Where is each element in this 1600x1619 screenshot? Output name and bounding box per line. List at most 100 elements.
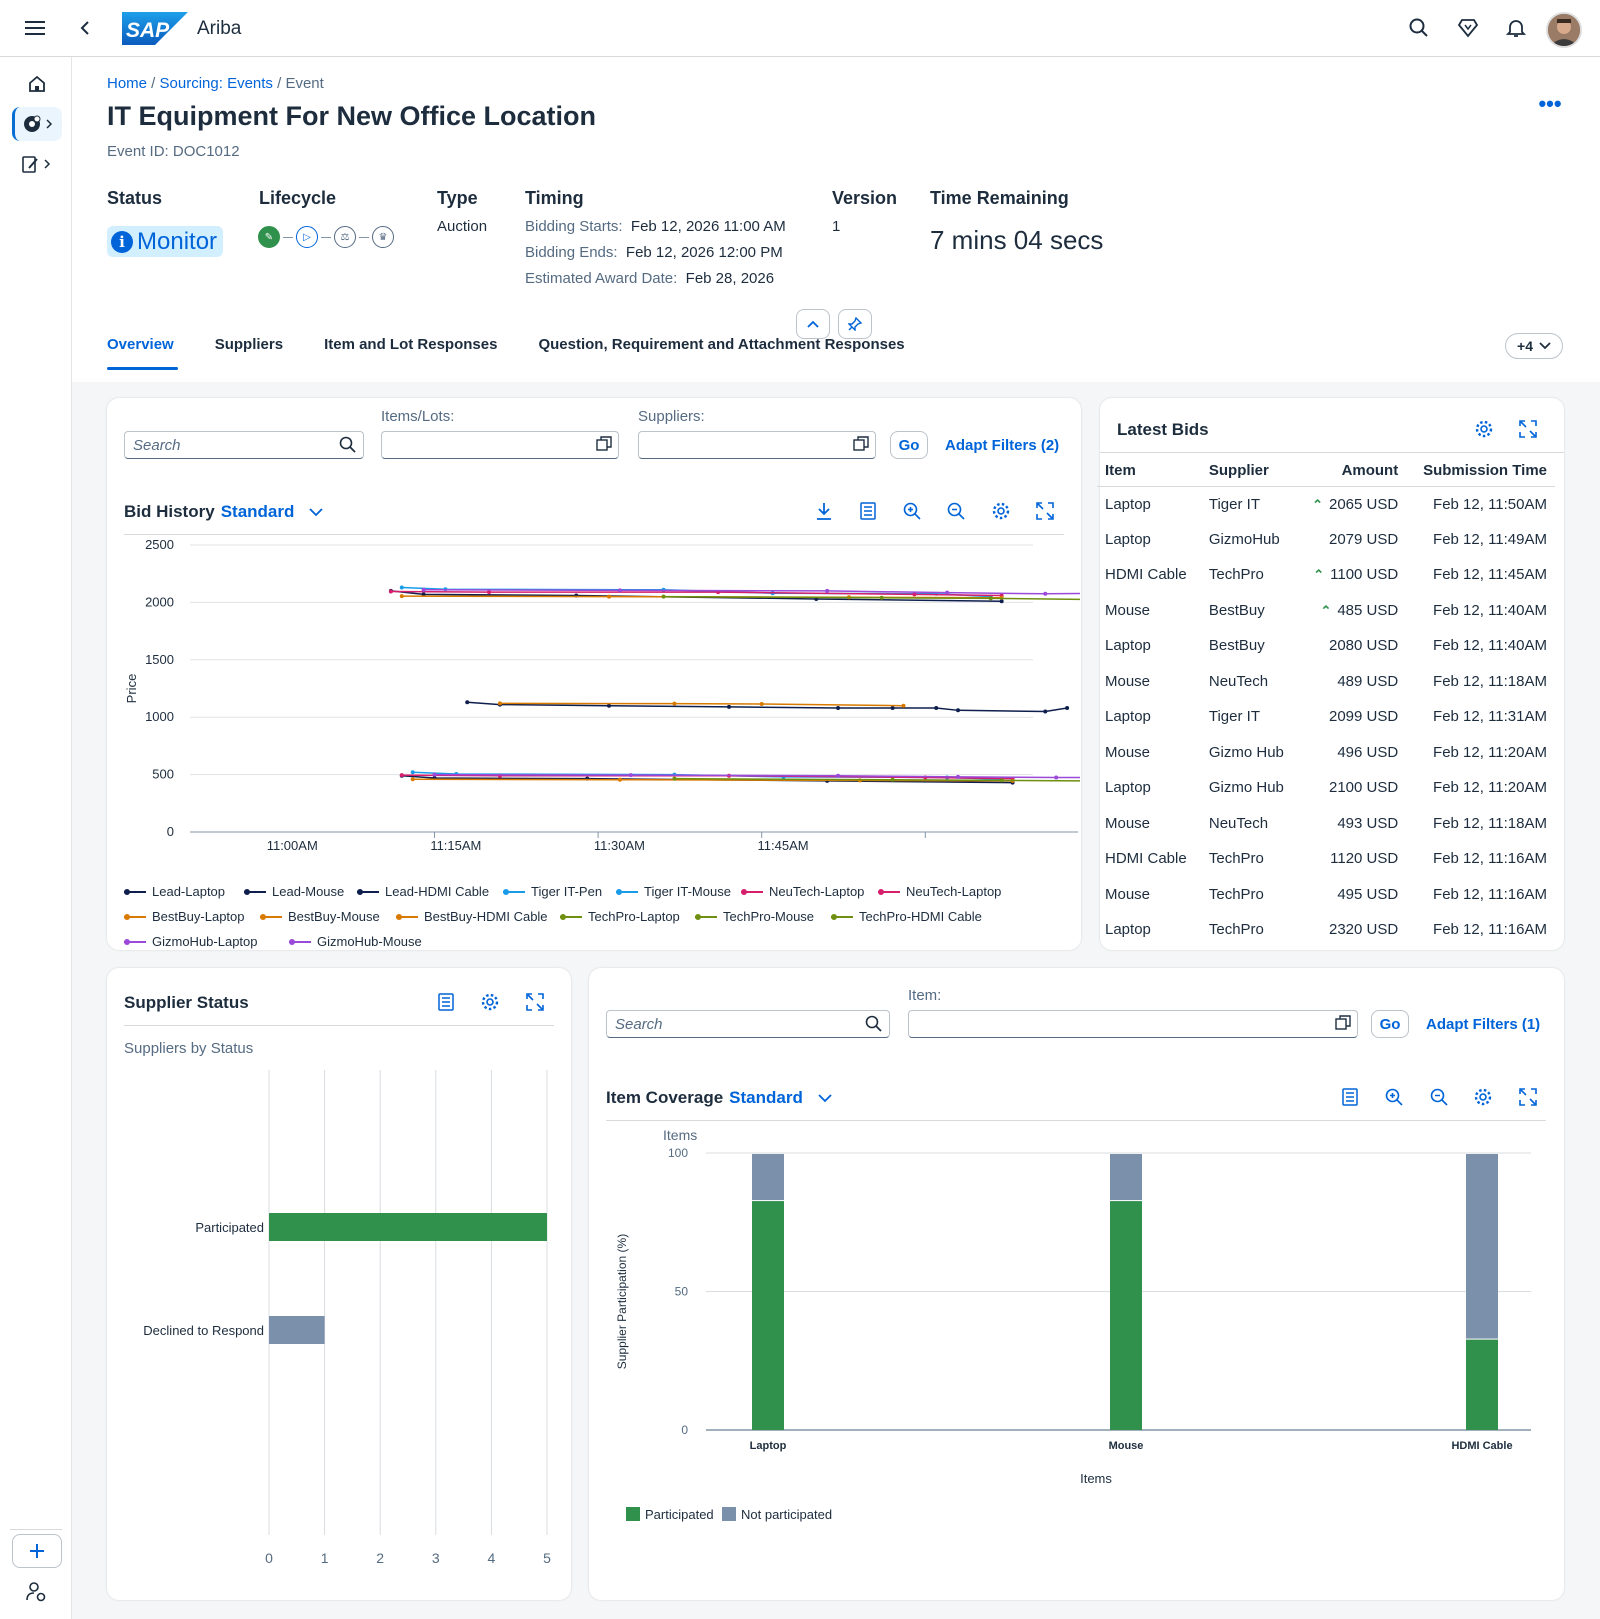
user-settings-icon[interactable] (12, 1575, 62, 1609)
table-row[interactable]: Mouse TechPro 495 USD Feb 12, 11:16AM (1097, 877, 1555, 913)
value-help-icon[interactable] (1335, 1015, 1351, 1035)
column-header-submission-time[interactable]: Submission Time (1406, 455, 1555, 487)
table-row[interactable]: Mouse Gizmo Hub 496 USD Feb 12, 11:20AM (1097, 735, 1555, 771)
breadcrumb-events[interactable]: Sourcing: Events (159, 75, 273, 92)
zoom-out-icon[interactable] (942, 497, 970, 525)
fullscreen-icon[interactable] (1514, 415, 1542, 443)
search-icon[interactable] (339, 436, 357, 458)
legend-item[interactable]: TechPro-Mouse (695, 909, 814, 924)
chevron-down-icon[interactable] (817, 1093, 832, 1103)
fullscreen-icon[interactable] (521, 988, 549, 1016)
column-header-item[interactable]: Item (1097, 455, 1201, 487)
value-help-icon[interactable] (853, 436, 869, 456)
bid-search-input[interactable]: Search (124, 431, 364, 459)
item-go-button[interactable]: Go (1371, 1010, 1409, 1038)
notification-bell-icon[interactable] (1504, 16, 1528, 40)
column-header-amount[interactable]: Amount (1297, 455, 1407, 487)
value-help-icon[interactable] (596, 436, 612, 456)
table-view-icon[interactable] (432, 988, 460, 1016)
tab-item-lot-responses[interactable]: Item and Lot Responses (324, 336, 498, 353)
play-step-icon[interactable]: ▷ (296, 226, 318, 248)
table-row[interactable]: Laptop BestBuy 2080 USD Feb 12, 11:40AM (1097, 628, 1555, 664)
data-point (956, 708, 961, 713)
table-row[interactable]: HDMI Cable TechPro ⌃ 1100 USD Feb 12, 11:45A… (1097, 557, 1555, 593)
menu-icon[interactable] (23, 16, 47, 40)
legend-item[interactable]: Lead-HDMI Cable (357, 884, 489, 899)
zoom-in-icon[interactable] (898, 497, 926, 525)
tab-suppliers[interactable]: Suppliers (214, 336, 284, 353)
table-row[interactable]: Laptop GizmoHub 2079 USD Feb 12, 11:49AM (1097, 522, 1555, 558)
contracts-nav-item[interactable] (12, 147, 62, 181)
search-icon[interactable] (1407, 16, 1431, 40)
joule-icon[interactable] (1456, 16, 1480, 40)
item-filter-input[interactable] (908, 1010, 1358, 1038)
table-row[interactable]: Laptop Tiger IT 2099 USD Feb 12, 11:31AM (1097, 699, 1555, 735)
legend-item[interactable]: BestBuy-HDMI Cable (396, 909, 548, 924)
bar (269, 1316, 325, 1344)
zoom-out-icon[interactable] (1425, 1083, 1453, 1111)
table-view-icon[interactable] (854, 497, 882, 525)
legend-item[interactable]: NeuTech-Laptop (741, 884, 864, 899)
collapse-header-icon[interactable] (796, 309, 830, 339)
chevron-down-icon[interactable] (309, 507, 323, 517)
download-icon[interactable] (810, 497, 838, 525)
evaluate-step-icon[interactable]: ⚖ (334, 226, 356, 248)
settings-gear-icon[interactable] (1470, 415, 1498, 443)
category-label: Laptop (750, 1440, 787, 1452)
tab-overview[interactable]: Overview (107, 335, 178, 370)
variant-selector[interactable]: Standard (729, 1088, 803, 1107)
legend-item[interactable]: BestBuy-Mouse (260, 909, 380, 924)
table-row[interactable]: HDMI Cable TechPro 1120 USD Feb 12, 11:16AM (1097, 841, 1555, 877)
bid-go-button[interactable]: Go (890, 431, 928, 459)
legend-item[interactable]: GizmoHub-Laptop (124, 934, 258, 949)
status-badge[interactable]: i Monitor (107, 226, 224, 257)
legend-item[interactable]: Lead-Laptop (124, 884, 225, 899)
legend-item[interactable]: BestBuy-Laptop (124, 909, 245, 924)
bid-adapt-filters-link[interactable]: Adapt Filters (2) (945, 437, 1060, 454)
more-actions-icon[interactable]: ••• (1538, 91, 1562, 116)
table-row[interactable]: Laptop Tiger IT ⌃ 2065 USD Feb 12, 11:50AM (1097, 486, 1555, 522)
table-row[interactable]: Laptop TechPro 2320 USD Feb 12, 11:16AM (1097, 912, 1555, 948)
edit-step-icon[interactable]: ✎ (258, 226, 280, 248)
legend-swatch (616, 888, 638, 895)
table-row[interactable]: Mouse NeuTech 489 USD Feb 12, 11:18AM (1097, 664, 1555, 700)
table-view-icon[interactable] (1336, 1083, 1364, 1111)
table-row[interactable]: Laptop Gizmo Hub 2100 USD Feb 12, 11:20AM (1097, 770, 1555, 806)
user-avatar[interactable] (1546, 12, 1582, 48)
search-icon[interactable] (865, 1015, 883, 1037)
legend-item[interactable]: Lead-Mouse (244, 884, 344, 899)
add-icon[interactable] (12, 1534, 62, 1568)
fullscreen-icon[interactable] (1514, 1083, 1542, 1111)
back-icon[interactable] (73, 16, 97, 40)
breadcrumb-home[interactable]: Home (107, 75, 148, 92)
column-header-supplier[interactable]: Supplier (1200, 455, 1298, 487)
tab-question-responses[interactable]: Question, Requirement and Attachment Res… (538, 336, 905, 353)
time-remaining-value: 7 mins 04 secs (930, 225, 1104, 255)
settings-gear-icon[interactable] (987, 497, 1015, 525)
legend-item[interactable]: GizmoHub-Mouse (289, 934, 422, 949)
table-row[interactable]: Mouse NeuTech 493 USD Feb 12, 11:18AM (1097, 806, 1555, 842)
pin-header-icon[interactable] (838, 309, 872, 339)
items-lots-input[interactable] (381, 431, 619, 459)
sourcing-nav-item[interactable] (12, 107, 62, 141)
table-row[interactable]: Mouse BestBuy ⌃ 485 USD Feb 12, 11:40AM (1097, 593, 1555, 629)
zoom-in-icon[interactable] (1380, 1083, 1408, 1111)
legend-item[interactable]: NeuTech-Laptop (878, 884, 1001, 899)
legend-item[interactable]: TechPro-Laptop (560, 909, 680, 924)
suppliers-input[interactable] (638, 431, 876, 459)
legend-label: Lead-HDMI Cable (385, 884, 490, 899)
fullscreen-icon[interactable] (1031, 497, 1059, 525)
item-adapt-filters-link[interactable]: Adapt Filters (1) (1426, 1016, 1541, 1033)
award-step-icon[interactable]: ♛ (372, 226, 394, 248)
settings-gear-icon[interactable] (1469, 1083, 1497, 1111)
legend-item[interactable]: TechPro-HDMI Cable (831, 909, 982, 924)
legend-item[interactable]: Tiger IT-Mouse (616, 884, 731, 899)
item-search-input[interactable]: Search (606, 1010, 890, 1038)
legend-item[interactable]: Tiger IT-Pen (503, 884, 602, 899)
cell-time: Feb 12, 11:40AM (1433, 637, 1547, 655)
variant-selector[interactable]: Standard (220, 502, 295, 521)
more-tabs-button[interactable]: +4 (1505, 333, 1563, 359)
home-icon[interactable] (12, 67, 62, 101)
category-label: Mouse (1109, 1440, 1144, 1452)
settings-gear-icon[interactable] (476, 988, 504, 1016)
